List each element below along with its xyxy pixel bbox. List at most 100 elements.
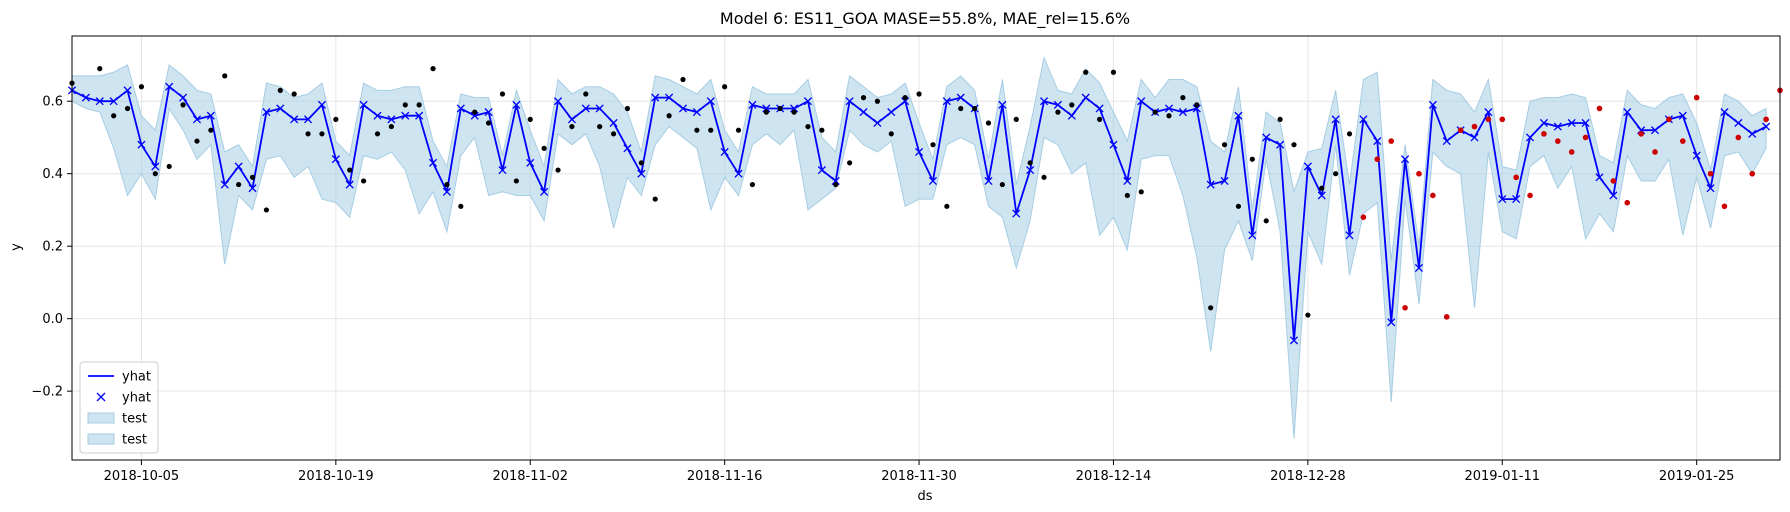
forecast-marker [1748, 129, 1757, 138]
forecast-marker [609, 118, 618, 128]
forecast-marker [415, 111, 424, 120]
confidence-band [71, 56, 1767, 439]
forecast-marker [512, 100, 521, 109]
test-actual-point [1610, 178, 1617, 184]
actual-point [513, 178, 519, 184]
actual-point [1069, 102, 1075, 108]
forecast-marker [859, 108, 868, 117]
axes-layer [71, 35, 1781, 461]
actual-point [610, 131, 617, 137]
actual-point [972, 105, 978, 112]
forecast-marker [678, 104, 688, 113]
forecast-marker [1262, 133, 1271, 142]
test-actual-point [1721, 203, 1728, 210]
forecast-marker [1248, 231, 1257, 240]
actual-point [1180, 95, 1186, 101]
actual-point [1055, 109, 1061, 115]
actual-point [1319, 185, 1325, 191]
test-actual-point [1388, 138, 1394, 144]
actual-point [194, 138, 200, 144]
legend-label: yhat [122, 391, 151, 406]
actual-point [291, 91, 297, 97]
forecast-marker [317, 100, 327, 109]
actual-point [236, 181, 242, 188]
y-tick-label: 0.6 [42, 95, 63, 110]
forecast-marker [1553, 122, 1562, 131]
actual-point [1249, 156, 1255, 162]
forecast-marker [1623, 108, 1632, 117]
forecast-marker [817, 166, 826, 175]
actual-point [458, 203, 464, 209]
actual-point [485, 120, 492, 126]
forecast-marker [942, 97, 951, 106]
forecast-marker [1581, 118, 1590, 128]
forecast-marker [1525, 133, 1535, 142]
test-actual-point [1596, 105, 1603, 112]
x-axis-label: ds [917, 489, 932, 504]
actual-point [1013, 116, 1019, 122]
forecast-marker [706, 97, 715, 106]
forecast-marker [470, 111, 479, 120]
actual-point [444, 181, 450, 188]
forecast-marker [1289, 336, 1299, 345]
legend-marker-swatch [96, 392, 106, 402]
y-tick-label: 0.2 [42, 240, 63, 255]
forecast-marker [387, 115, 396, 124]
forecast-marker [1609, 191, 1618, 200]
actual-point [263, 207, 270, 213]
actual-point [638, 160, 644, 166]
actual-point [1166, 113, 1172, 119]
forecast-marker [484, 108, 493, 117]
forecast-marker [595, 104, 604, 113]
actual-point [1138, 189, 1144, 195]
forecast-marker [456, 104, 465, 113]
forecast-marker [1595, 173, 1604, 182]
x-tick-label: 2018-11-16 [687, 469, 763, 484]
forecast-marker [984, 176, 993, 186]
actual-point [111, 113, 117, 119]
actual-point [680, 76, 686, 83]
actual-point [388, 123, 394, 130]
forecast-marker [151, 162, 160, 171]
actual-point [916, 91, 922, 97]
forecast-marker [1428, 100, 1437, 109]
test-actual-point [1763, 116, 1769, 123]
actual-point [1305, 312, 1311, 318]
actual-point [902, 95, 908, 101]
forecast-marker [873, 118, 882, 128]
test-actual-point [1499, 116, 1506, 123]
actual-point [416, 102, 422, 108]
forecast-marker [1567, 118, 1576, 128]
forecast-marker [165, 82, 174, 91]
forecast-marker [1012, 209, 1021, 218]
actual-point [1124, 192, 1130, 199]
actual-point [735, 127, 742, 133]
forecast-marker [1414, 263, 1424, 272]
forecast-marker [1387, 318, 1396, 327]
actual-point [1346, 131, 1353, 137]
y-tick-label: 0.0 [42, 312, 63, 327]
actual-point [222, 73, 228, 79]
forecast-marker [401, 111, 410, 120]
legend-label: yhat [122, 370, 151, 385]
test-actual-point [1624, 199, 1631, 206]
actual-point [652, 196, 658, 202]
actual-point [805, 123, 811, 130]
test-actual-point [1666, 116, 1672, 123]
actual-point [1152, 109, 1158, 115]
actual-point [624, 105, 631, 112]
test-actual-point [1360, 214, 1367, 220]
legend-box [79, 361, 159, 454]
test-actual-point [1471, 123, 1478, 130]
test-actual-point [1707, 170, 1714, 177]
actual-point [1110, 69, 1117, 75]
test-actual-point [1416, 170, 1422, 177]
actual-point [499, 91, 506, 97]
forecast-marker [331, 155, 340, 164]
test-actual-point [1513, 174, 1519, 181]
actual-point [708, 127, 714, 133]
forecast-marker [1303, 162, 1312, 171]
forecast-marker [248, 184, 257, 193]
test-actual-point [1374, 156, 1381, 163]
actual-point [347, 167, 353, 173]
